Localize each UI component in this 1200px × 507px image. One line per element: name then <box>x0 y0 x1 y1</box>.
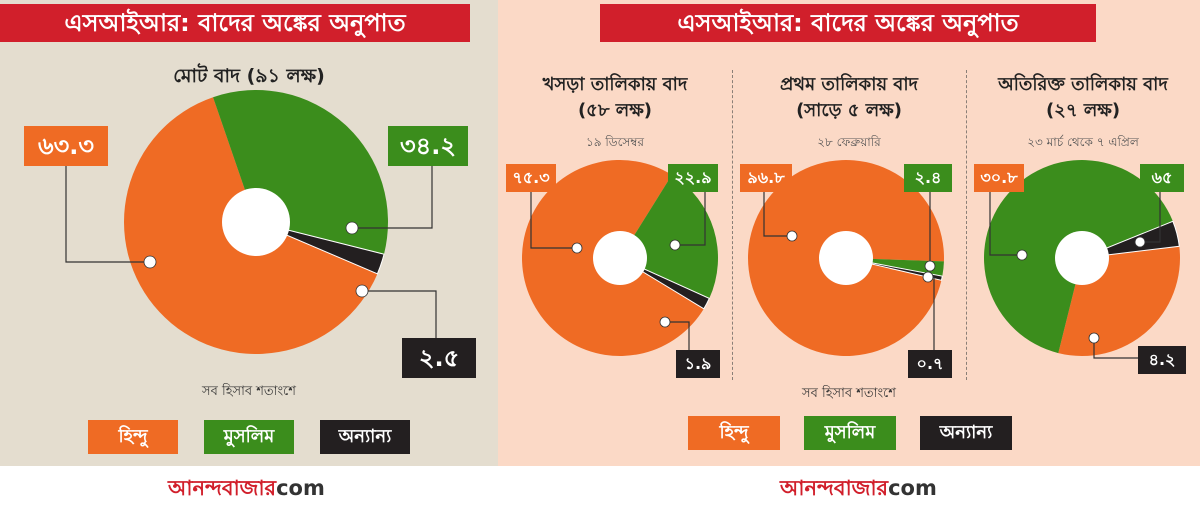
footer-right <box>498 466 1200 502</box>
leader-dot-other <box>659 316 671 328</box>
extra-date: ২৩ মার্চ থেকে ৭ এপ্রিল <box>1027 135 1139 149</box>
label-hindu-first: ৯৬.৮ <box>740 164 792 192</box>
label-other-draft: ১.৯ <box>676 350 720 378</box>
left-banner: এসআইআর: বাদের অঙ্কের অনুপাত <box>0 4 470 42</box>
pie-chart-draft <box>522 160 718 357</box>
left-note: সব হিসাব শতাংশে <box>202 384 296 399</box>
right-note: সব হিসাব শতাংশে <box>802 386 896 401</box>
brand-main-right: আনন্দবাজার <box>780 476 889 500</box>
leader-line-hindu <box>763 192 792 237</box>
pie-chart-extra <box>983 160 1180 359</box>
donut-hole <box>593 231 647 285</box>
leader-dot-muslim <box>669 239 681 251</box>
label-muslim-total: ৩৪.২ <box>388 126 468 166</box>
leader-dot-hindu <box>571 242 583 254</box>
label-hindu-total: ৬৩.৩ <box>24 126 108 166</box>
leader-dot-other <box>1088 332 1100 344</box>
leader-dot-hindu <box>143 255 157 269</box>
first-date: ২৮ ফেব্রুয়ারি <box>817 135 881 149</box>
right-banner: এসআইআর: বাদের অঙ্কের অনুপাত <box>600 4 1096 42</box>
leader-line-hindu <box>530 192 577 249</box>
leader-dot-other <box>922 271 934 283</box>
leader-dot-hindu <box>1016 249 1028 261</box>
first-title: প্রথম তালিকায় বাদ <box>779 74 919 95</box>
legend-other-left: অন্যান্য <box>320 420 410 454</box>
legend-hindu-right: হিন্দু <box>688 416 780 450</box>
donut-hole <box>1055 231 1109 285</box>
leader-dot-other <box>355 284 369 298</box>
legend-muslim-right: মুসলিম <box>804 416 896 450</box>
label-hindu-draft: ৭৫.৩ <box>506 164 556 192</box>
divider-1 <box>732 70 733 380</box>
brand-logo-right: আনন্দবাজারcom <box>780 472 937 507</box>
leader-line-hindu <box>65 166 150 263</box>
label-muslim-extra: ৬৫ <box>1140 164 1184 192</box>
draft-title: খসড়া তালিকায় বাদ <box>542 74 688 95</box>
leader-line-muslim <box>352 166 433 229</box>
leader-line-other <box>665 321 690 350</box>
leader-line-hindu <box>989 192 1022 256</box>
legend-muslim-left: মুসলিম <box>204 420 294 454</box>
left-chart-title: মোট বাদ (৯১ লক্ষ) <box>173 65 325 87</box>
brand-main-left: আনন্দবাজার <box>168 476 277 500</box>
right-panel: এসআইআর: বাদের অঙ্কের অনুপাত খসড়া তালিকা… <box>498 0 1200 466</box>
legend-other-right: অন্যান্য <box>920 416 1012 450</box>
draft-date: ১৯ ডিসেম্বর <box>585 135 645 149</box>
extra-subtitle: (২৭ লক্ষ) <box>1045 100 1121 121</box>
leader-line-muslim <box>675 192 706 246</box>
leader-dot-muslim <box>1134 236 1146 248</box>
pie-chart-first <box>748 159 944 356</box>
leader-line-muslim <box>1140 192 1161 243</box>
brand-suffix-left: com <box>276 476 325 500</box>
label-other-extra: ৪.২ <box>1138 346 1186 374</box>
divider-2 <box>966 70 967 380</box>
left-panel: এসআইআর: বাদের অঙ্কের অনুপাত মোট বাদ (৯১ … <box>0 0 498 466</box>
slice-other <box>255 221 385 275</box>
label-other-total: ২.৫ <box>402 338 476 378</box>
brand-suffix-right: com <box>888 476 937 500</box>
leader-dot-hindu <box>786 230 798 242</box>
leader-line-other <box>1093 338 1138 359</box>
donut-hole <box>222 188 290 256</box>
leader-line-other <box>362 290 437 338</box>
donut-hole <box>819 231 873 285</box>
leader-dot-muslim <box>924 260 936 272</box>
first-subtitle: (সাড়ে ৫ লক্ষ) <box>796 100 902 121</box>
footer-left <box>0 466 498 502</box>
brand-logo-left: আনন্দবাজারcom <box>168 472 325 507</box>
legend-hindu-left: হিন্দু <box>88 420 178 454</box>
leader-dot-muslim <box>345 221 359 235</box>
label-muslim-draft: ২২.৯ <box>668 164 718 192</box>
label-other-first: ০.৭ <box>908 350 952 378</box>
pie-chart-total <box>65 90 437 355</box>
extra-title: অতিরিক্ত তালিকায় বাদ <box>998 74 1168 95</box>
label-muslim-first: ২.৪ <box>904 164 952 192</box>
draft-subtitle: (৫৮ লক্ষ) <box>577 100 653 121</box>
label-hindu-extra: ৩০.৮ <box>974 164 1024 192</box>
